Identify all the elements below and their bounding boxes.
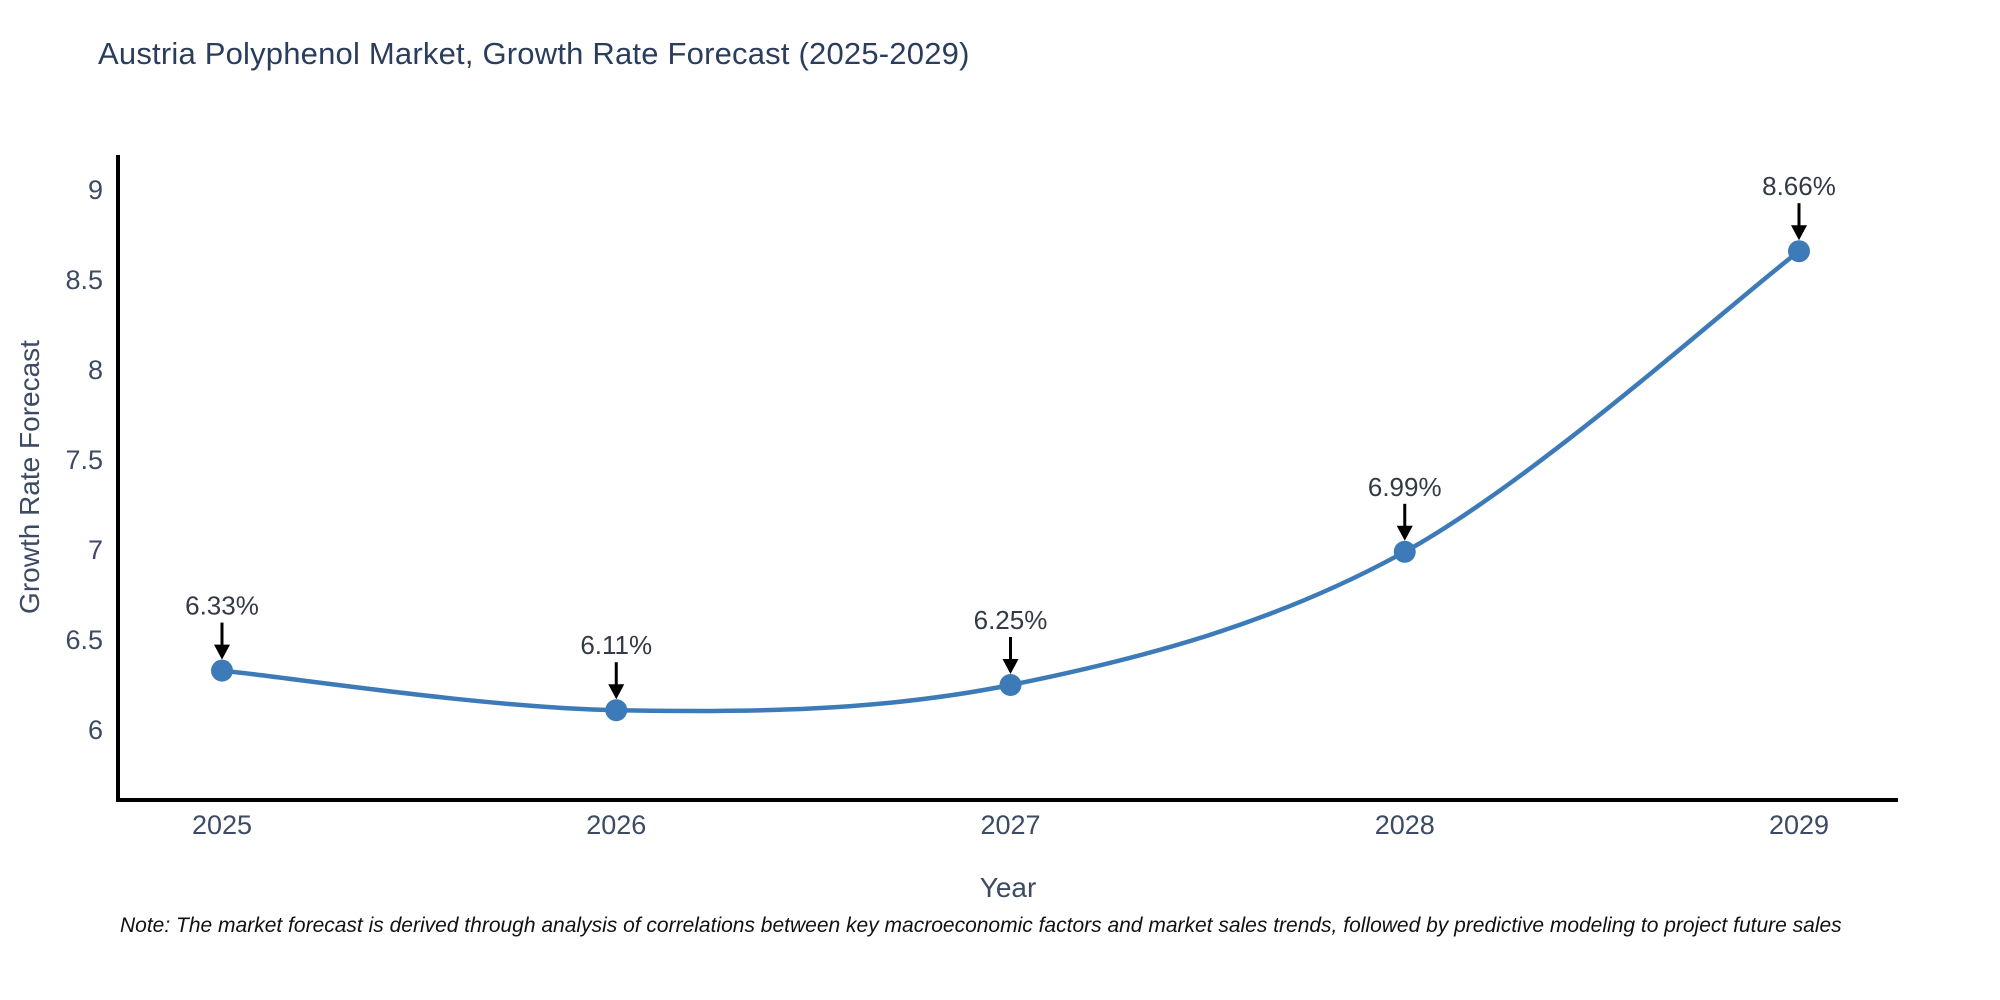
data-point xyxy=(211,659,233,682)
data-point xyxy=(605,699,628,722)
data-point-label: 8.66% xyxy=(1762,171,1836,201)
data-point xyxy=(999,674,1022,696)
data-point-label: 6.33% xyxy=(185,591,259,621)
annotation-arrowhead xyxy=(1396,525,1413,541)
annotation-arrowhead xyxy=(1791,225,1807,241)
footnote: Note: The market forecast is derived thr… xyxy=(120,914,1842,937)
x-tick-label: 2029 xyxy=(1769,810,1829,840)
y-tick-label: 6 xyxy=(88,715,103,745)
y-tick-label: 9 xyxy=(88,175,103,205)
y-tick-label: 8.5 xyxy=(65,265,103,295)
x-tick-label: 2027 xyxy=(980,810,1040,840)
x-tick-label: 2026 xyxy=(586,810,646,840)
y-tick-label: 7.5 xyxy=(65,445,103,475)
y-tick-label: 8 xyxy=(88,355,103,385)
data-point-label: 6.25% xyxy=(974,605,1048,635)
y-tick-label: 7 xyxy=(88,535,103,565)
chart-title: Austria Polyphenol Market, Growth Rate F… xyxy=(98,36,970,71)
line-series xyxy=(219,248,1802,714)
x-tick-label: 2025 xyxy=(192,810,252,840)
x-tick-label: 2028 xyxy=(1375,810,1435,840)
y-tick-label: 6.5 xyxy=(65,625,103,655)
data-point xyxy=(1788,240,1810,263)
annotation-arrowhead xyxy=(1002,659,1019,674)
annotation-arrowhead xyxy=(608,684,625,700)
data-point-label: 6.99% xyxy=(1368,472,1442,502)
data-point-label: 6.11% xyxy=(580,630,652,660)
annotation-arrowhead xyxy=(214,644,230,660)
x-axis-title: Year xyxy=(979,872,1037,903)
data-point xyxy=(1393,540,1416,563)
